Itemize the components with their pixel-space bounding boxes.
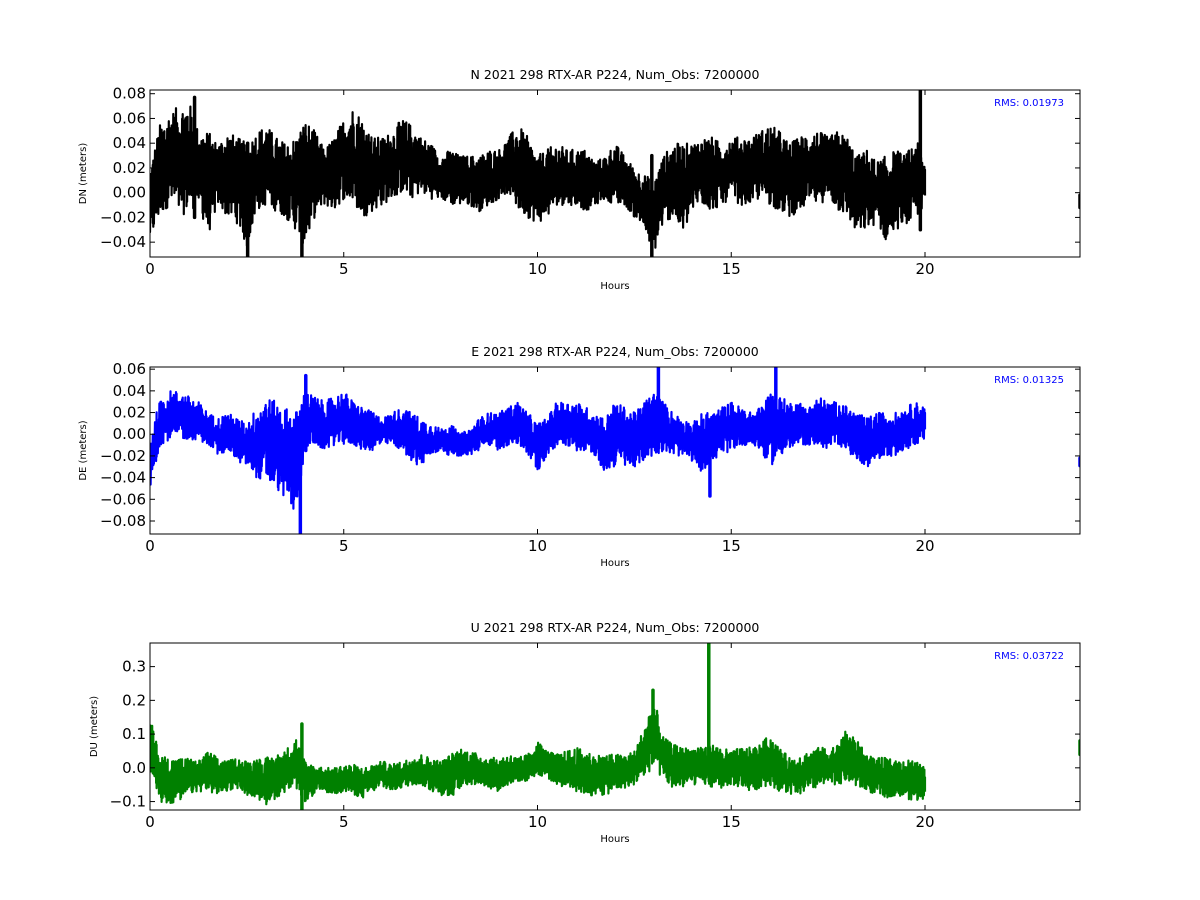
series-trace xyxy=(150,706,927,806)
panel-north: N 2021 298 RTX-AR P224, Num_Obs: 7200000… xyxy=(78,67,1081,292)
y-axis-label: DN (meters) xyxy=(78,143,89,205)
rms-label: RMS: 0.01973 xyxy=(994,98,1064,109)
panel-title: N 2021 298 RTX-AR P224, Num_Obs: 7200000 xyxy=(471,67,760,82)
y-tick-label: 0.1 xyxy=(122,725,146,743)
rms-label: RMS: 0.01325 xyxy=(994,375,1064,386)
y-tick-label: 0.04 xyxy=(113,134,146,152)
y-axis-label: DE (meters) xyxy=(78,420,89,480)
y-tick-label: 0.00 xyxy=(113,184,146,202)
y-tick-label: 0.02 xyxy=(113,159,146,177)
x-tick-label: 10 xyxy=(528,537,547,555)
y-tick-label: −0.04 xyxy=(100,469,146,487)
x-ticks: 0 5 10 15 20 xyxy=(145,90,935,278)
x-axis-label: Hours xyxy=(600,558,629,569)
x-tick-label: 15 xyxy=(722,813,741,831)
y-tick-label: 0.0 xyxy=(122,759,146,777)
y-tick-label: 0.06 xyxy=(113,360,146,378)
x-tick-label: 5 xyxy=(339,813,349,831)
y-tick-label: 0.06 xyxy=(113,109,146,127)
y-tick-label: −0.06 xyxy=(100,490,146,508)
x-axis-label: Hours xyxy=(600,281,629,292)
y-tick-label: −0.1 xyxy=(110,793,146,811)
y-tick-label: −0.08 xyxy=(100,512,146,530)
x-tick-label: 20 xyxy=(915,813,934,831)
x-tick-label: 0 xyxy=(145,260,155,278)
x-tick-label: 20 xyxy=(915,260,934,278)
y-ticks: −0.1 0.0 0.1 0.2 0.3 xyxy=(110,658,1080,811)
axes-frame xyxy=(149,89,1081,258)
data-layer xyxy=(150,90,1080,257)
y-tick-label: 0.04 xyxy=(113,382,146,400)
y-tick-label: 0.3 xyxy=(122,658,146,676)
y-tick-label: 0.08 xyxy=(113,85,146,103)
y-ticks: −0.08 −0.06 −0.04 −0.02 0.00 0.02 0.04 0.06 xyxy=(100,360,1080,530)
y-ticks: −0.04 −0.02 0.00 0.02 0.04 0.06 0.08 xyxy=(100,85,1080,251)
x-axis-label: Hours xyxy=(600,834,629,845)
y-tick-label: 0.2 xyxy=(122,691,146,709)
x-tick-label: 0 xyxy=(145,537,155,555)
data-layer xyxy=(150,643,1080,810)
axes-frame xyxy=(149,366,1081,535)
x-tick-label: 0 xyxy=(145,813,155,831)
x-ticks: 0 5 10 15 20 xyxy=(145,367,935,555)
panel-title: U 2021 298 RTX-AR P224, Num_Obs: 7200000 xyxy=(471,620,760,635)
y-tick-label: 0.00 xyxy=(113,425,146,443)
series-trace xyxy=(150,105,927,249)
x-tick-label: 5 xyxy=(339,537,349,555)
data-layer xyxy=(150,367,1080,534)
panel-east: E 2021 298 RTX-AR P224, Num_Obs: 7200000… xyxy=(78,344,1081,569)
series-trace xyxy=(150,390,927,510)
x-tick-label: 10 xyxy=(528,813,547,831)
x-tick-label: 10 xyxy=(528,260,547,278)
axes-frame xyxy=(149,642,1081,811)
x-tick-label: 15 xyxy=(722,260,741,278)
y-tick-label: −0.02 xyxy=(100,208,146,226)
panel-up: U 2021 298 RTX-AR P224, Num_Obs: 7200000… xyxy=(89,620,1081,845)
x-tick-label: 5 xyxy=(339,260,349,278)
panel-title: E 2021 298 RTX-AR P224, Num_Obs: 7200000 xyxy=(471,344,759,359)
x-ticks: 0 5 10 15 20 xyxy=(145,643,935,831)
y-tick-label: −0.04 xyxy=(100,233,146,251)
x-tick-label: 15 xyxy=(722,537,741,555)
x-tick-label: 20 xyxy=(915,537,934,555)
rms-label: RMS: 0.03722 xyxy=(994,651,1064,662)
y-axis-label: DU (meters) xyxy=(89,696,100,757)
y-tick-label: −0.02 xyxy=(100,447,146,465)
y-tick-label: 0.02 xyxy=(113,404,146,422)
